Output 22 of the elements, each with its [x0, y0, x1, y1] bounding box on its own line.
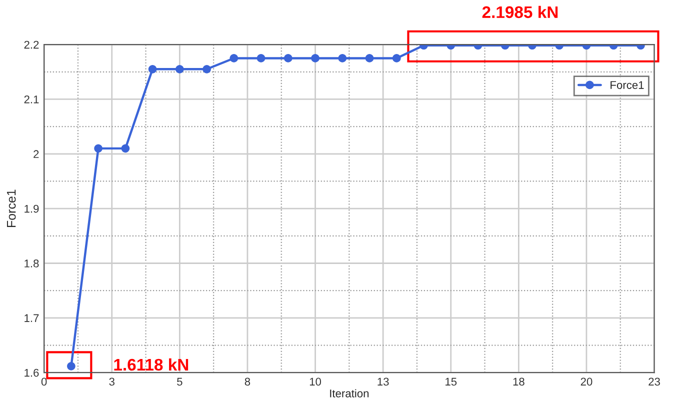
x-tick-label: 15	[446, 378, 457, 386]
y-tick-label: 2	[34, 150, 39, 158]
y-axis-title: Force1	[7, 190, 16, 227]
x-tick-label: 3	[109, 378, 114, 386]
y-tick-label: 2.2	[24, 40, 39, 49]
y-tick-label: 1.9	[24, 204, 39, 213]
y-tick-label: 1.8	[24, 260, 39, 268]
x-tick-label: 8	[244, 378, 250, 386]
x-tick-label: 5	[177, 378, 182, 386]
x-tick-label: 23	[648, 378, 660, 386]
annotation: 1.6118 kN	[114, 358, 188, 371]
x-tick-label: 0	[41, 378, 47, 386]
x-tick-label: 13	[378, 378, 389, 386]
annotation: 2.1985 kN	[482, 6, 558, 18]
x-tick-label: 20	[580, 378, 592, 386]
legend-label: Force1	[610, 81, 644, 89]
x-tick-label: 18	[513, 378, 524, 386]
x-axis-title: Iteration	[330, 389, 369, 398]
y-tick-label: 1.6	[24, 368, 39, 377]
y-tick-label: 2.1	[24, 95, 39, 104]
y-tick-label: 1.7	[24, 314, 39, 322]
x-tick-label: 10	[310, 378, 322, 386]
